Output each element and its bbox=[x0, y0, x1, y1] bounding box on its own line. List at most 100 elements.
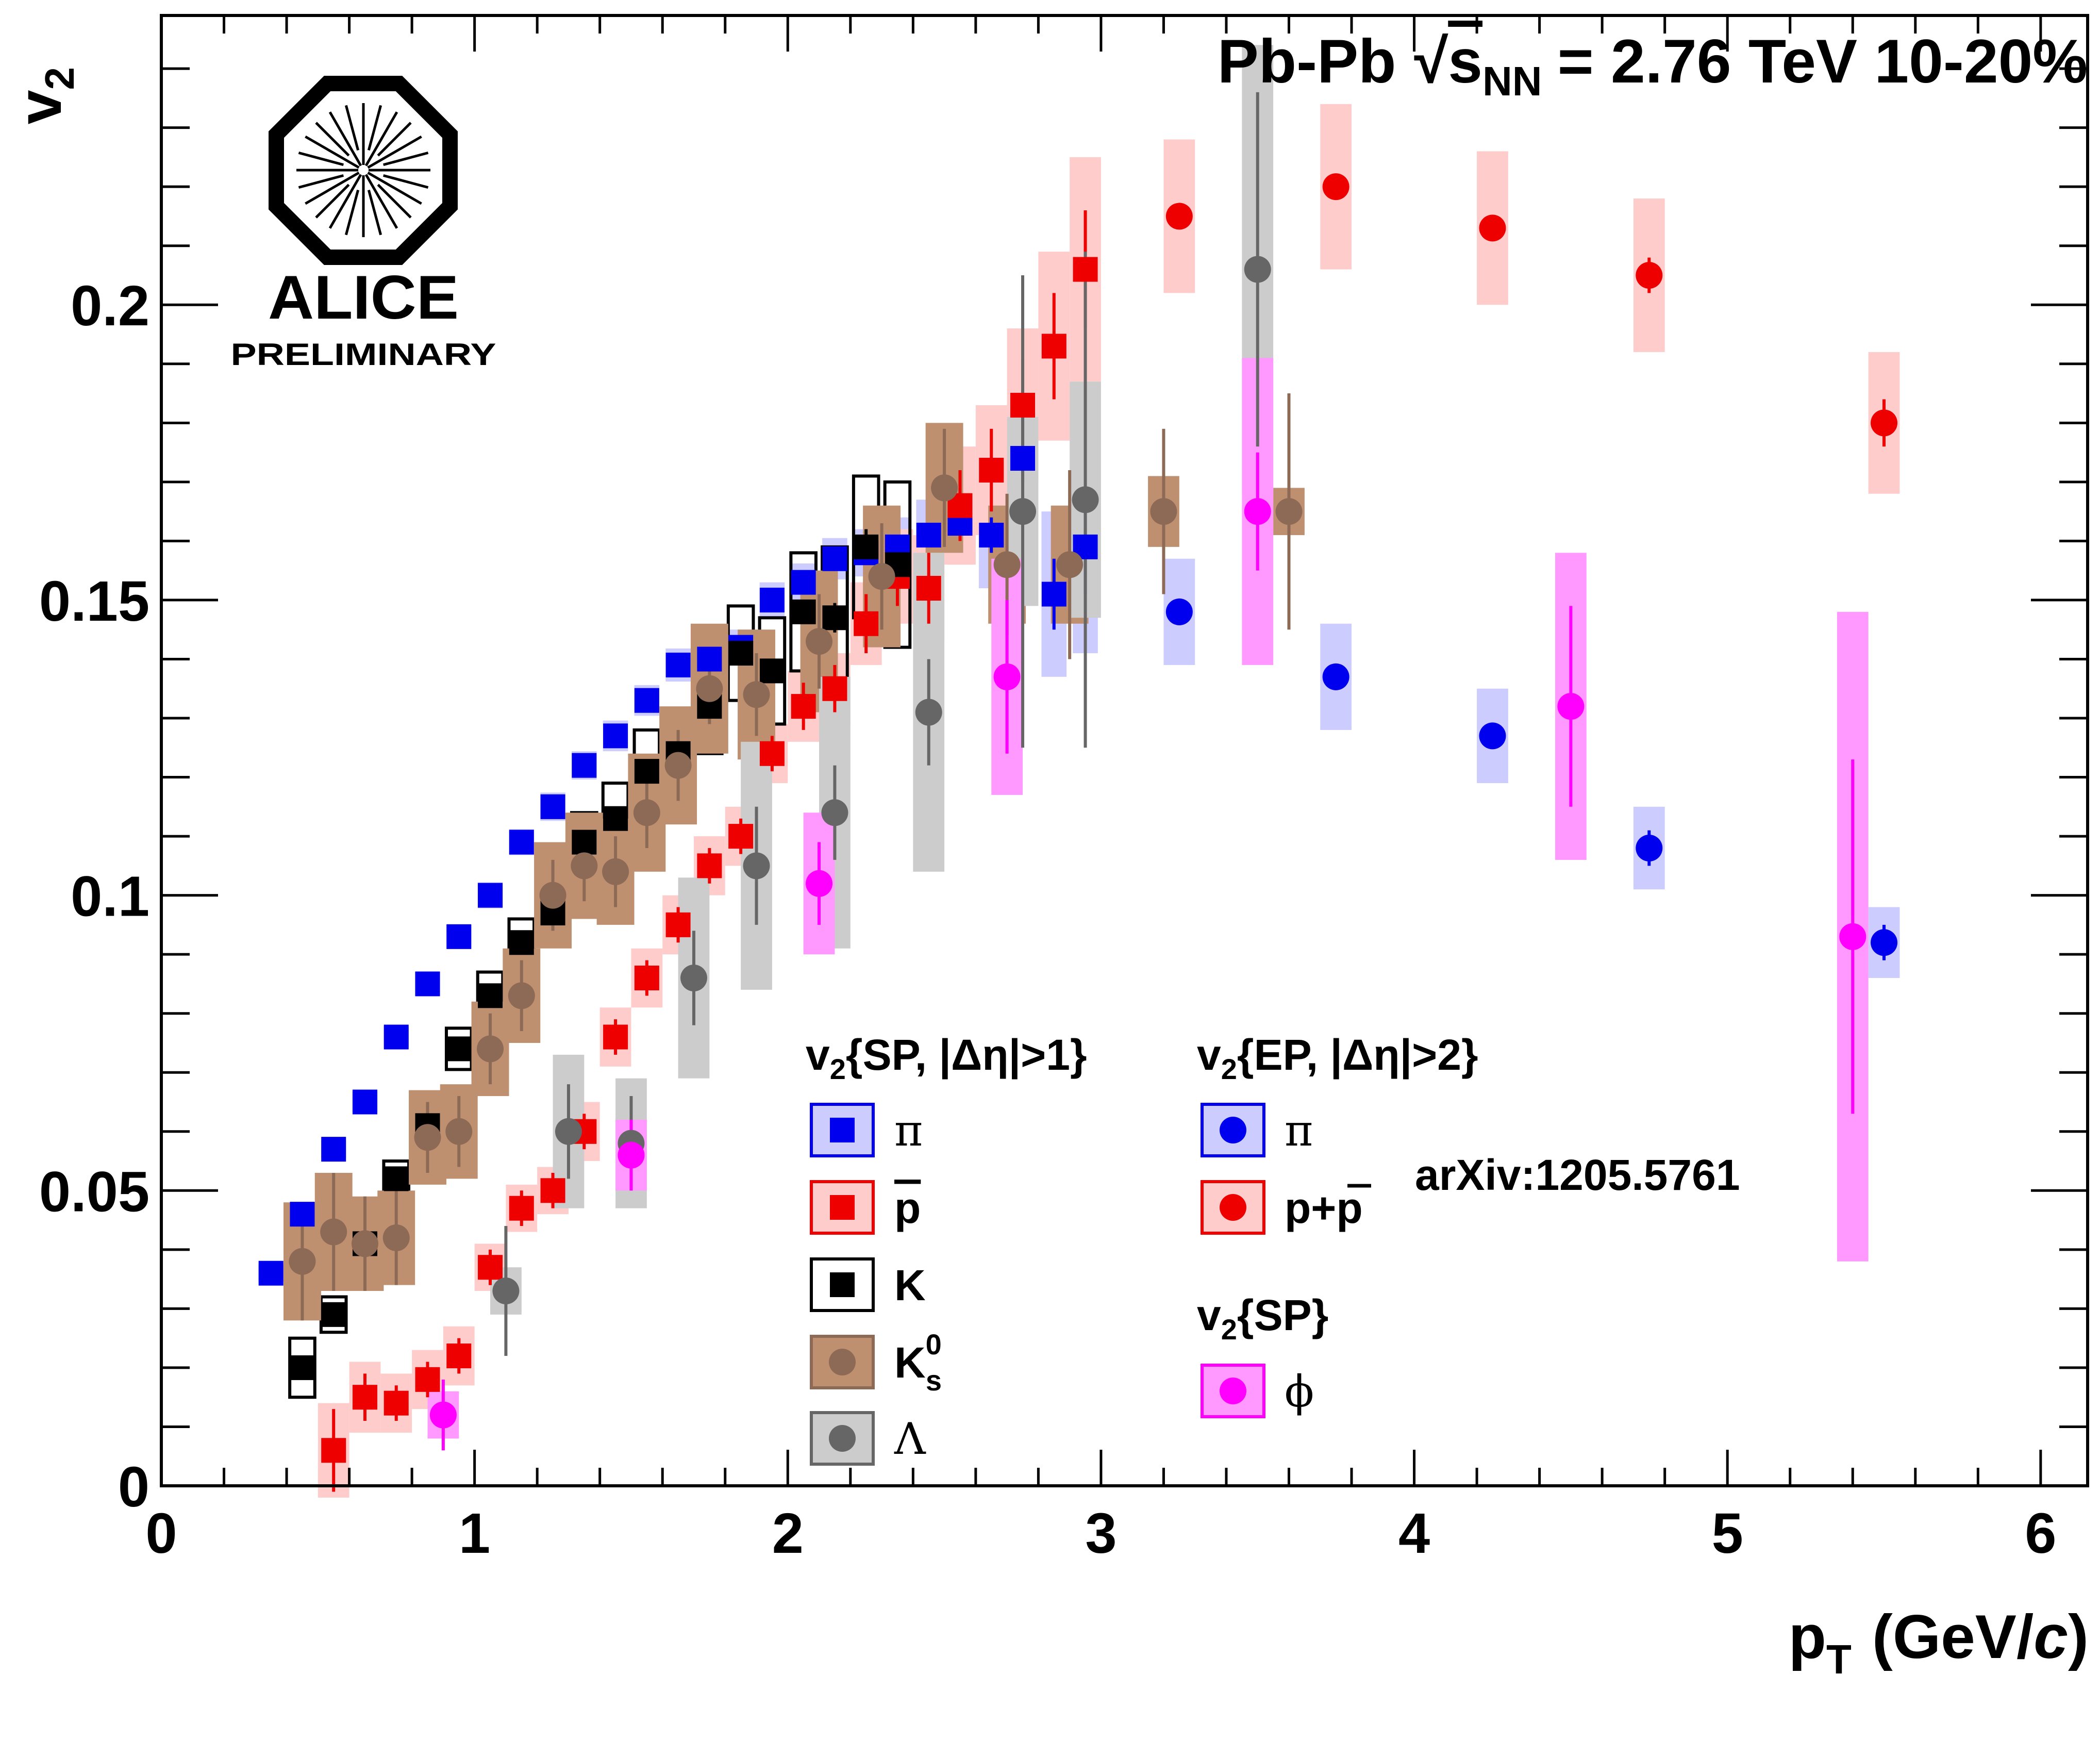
k0s_sp-point-20 bbox=[1150, 498, 1177, 525]
k0s_sp-point-17 bbox=[931, 474, 958, 502]
legend-swatch-k-sp-marker bbox=[830, 1272, 855, 1297]
legend-group-sp: v2{SP} bbox=[1197, 1291, 1328, 1346]
k_sp-point-3 bbox=[384, 1166, 409, 1191]
lambda_sp-point-8 bbox=[1072, 486, 1099, 513]
k0s_sp-point-19 bbox=[1056, 551, 1084, 578]
pi_sp-point-3 bbox=[352, 1089, 377, 1115]
k_sp-point-11 bbox=[634, 759, 659, 784]
lambda_sp-point-1 bbox=[555, 1118, 582, 1145]
x-axis-title-main: p bbox=[1789, 1602, 1826, 1671]
k0s_sp-point-3 bbox=[382, 1224, 410, 1251]
k0s_sp-point-21 bbox=[1275, 498, 1303, 525]
k_sp-point-6 bbox=[478, 983, 503, 1008]
legend-label-k0s-sp: K0 s bbox=[894, 1328, 942, 1397]
lambda_sp-point-4 bbox=[743, 852, 770, 880]
k0s_sp-point-7 bbox=[508, 982, 535, 1009]
legend-label-pi-sp: π bbox=[894, 1105, 923, 1156]
y-tick-label-0: 0 bbox=[118, 1455, 149, 1519]
pbar_sp-point-16 bbox=[822, 676, 847, 701]
title-collision: Pb-Pb bbox=[1218, 27, 1396, 96]
pbar_sp-point-19 bbox=[916, 576, 941, 601]
alice-logo-ray bbox=[364, 174, 398, 229]
k0s_sp-point-1 bbox=[320, 1218, 347, 1246]
x-tick-label-1: 1 bbox=[459, 1502, 490, 1565]
alice-logo-ray bbox=[344, 105, 360, 151]
axis-tick-labels: 0 1 2 3 4 5 6 0 0.05 0.1 0.15 0.2 bbox=[39, 274, 2057, 1565]
alice-logo-ray bbox=[382, 174, 429, 189]
phi_sp-point-6 bbox=[1839, 923, 1866, 950]
title-sqrt: √ bbox=[1414, 27, 1448, 96]
axis-ticks bbox=[160, 15, 2088, 1487]
k0s_sp-point-13 bbox=[696, 675, 723, 702]
alice-logo-ray bbox=[377, 184, 412, 219]
data-markers bbox=[258, 173, 1898, 1463]
alice-logo-ray bbox=[328, 174, 362, 229]
pi_sp-point-16 bbox=[759, 587, 785, 612]
alice-logo-ray bbox=[315, 122, 350, 157]
k_sp-point-18 bbox=[854, 534, 879, 559]
pbar_sp-point-12 bbox=[697, 853, 722, 878]
pi_sp-point-11 bbox=[603, 723, 628, 749]
x-axis-title-sub: T bbox=[1826, 1636, 1852, 1682]
pbar_sp-point-22 bbox=[1010, 392, 1036, 418]
k_sp-point-7 bbox=[509, 930, 534, 955]
legend-swatch-pp-ep-marker bbox=[1220, 1194, 1246, 1221]
lambda_sp-point-3 bbox=[680, 964, 707, 991]
k_sp-point-17 bbox=[822, 605, 847, 631]
alice-logo-ray bbox=[382, 151, 429, 167]
legend-swatch-pbar-sp-marker bbox=[830, 1195, 855, 1220]
k0s_sp-point-10 bbox=[602, 858, 629, 885]
x-tick-label-2: 2 bbox=[772, 1502, 804, 1565]
pbar_sp-point-6 bbox=[509, 1196, 534, 1221]
pbar_sp-point-23 bbox=[1041, 334, 1066, 359]
x-axis-title: pT (GeV/c) bbox=[1789, 1602, 2089, 1682]
legend-group-ep-deta2: v2{EP, |Δη|>2} bbox=[1197, 1031, 1478, 1085]
title-rest: = 2.76 TeV 10-20% bbox=[1558, 27, 2088, 96]
pi_sp-point-5 bbox=[415, 971, 440, 997]
pi_sp-point-18 bbox=[822, 546, 847, 571]
legend-label-pp-ep: p+p bbox=[1285, 1184, 1363, 1232]
pi_sp-point-1 bbox=[290, 1202, 315, 1227]
pi_sp-point-12 bbox=[634, 688, 659, 713]
legend: v2{SP, |Δη|>1} v2{EP, |Δη|>2} v2{SP} π p… bbox=[806, 1031, 1478, 1466]
alice-logo-rays bbox=[296, 103, 430, 237]
k0s_sp-point-6 bbox=[477, 1035, 504, 1063]
x-axis-title-unit: (GeV/ bbox=[1872, 1602, 2034, 1671]
k_sp-point-9 bbox=[572, 830, 597, 855]
k_sp-point-16 bbox=[791, 599, 816, 624]
legend-swatch-pi-ep-marker bbox=[1220, 1117, 1246, 1143]
k0s_sp-point-2 bbox=[351, 1230, 378, 1257]
k0s_sp-point-8 bbox=[539, 882, 566, 909]
pp_ep-point-2 bbox=[1479, 214, 1506, 242]
pi_ep-point-0 bbox=[1165, 598, 1193, 625]
lambda_sp-point-9 bbox=[1244, 256, 1271, 283]
alice-logo-ray bbox=[328, 111, 362, 167]
y-tick-label-0.1: 0.1 bbox=[71, 865, 149, 928]
legend-label-k0s-sup: 0 bbox=[926, 1328, 942, 1361]
alice-logo-ray bbox=[367, 171, 422, 205]
phi_sp-point-2 bbox=[806, 870, 833, 897]
phi_sp-point-5 bbox=[1557, 693, 1585, 720]
y-axis-title: v2 bbox=[5, 67, 82, 124]
pi_sp-point-4 bbox=[384, 1024, 409, 1050]
pi_sp-point-7 bbox=[478, 883, 503, 908]
x-tick-label-0: 0 bbox=[145, 1502, 177, 1565]
legend-group-ep-deta2-v: v bbox=[1197, 1031, 1221, 1079]
arxiv-annotation: arXiv:1205.5761 bbox=[1415, 1151, 1740, 1199]
pi_sp-point-25 bbox=[1041, 582, 1066, 607]
y-tick-label-0.15: 0.15 bbox=[39, 570, 149, 633]
x-tick-label-4: 4 bbox=[1398, 1502, 1430, 1565]
k_sp-sys-box-1 bbox=[319, 1295, 348, 1334]
legend-swatches bbox=[810, 1103, 1265, 1466]
pi_sp-point-21 bbox=[916, 522, 941, 548]
pp_ep-point-1 bbox=[1322, 173, 1349, 201]
pbar_sp-point-2 bbox=[384, 1390, 409, 1416]
pbar_sp-point-21 bbox=[979, 457, 1004, 483]
k0s_sp-point-0 bbox=[289, 1248, 316, 1275]
pi_ep-point-2 bbox=[1479, 722, 1506, 750]
chart-title: Pb-Pb √sNN = 2.76 TeV 10-20% bbox=[1218, 27, 2088, 104]
pbar_sp-point-14 bbox=[759, 741, 785, 766]
phi_sp-point-0 bbox=[429, 1401, 457, 1429]
pbar_sp-point-24 bbox=[1073, 257, 1098, 282]
k_sp-point-5 bbox=[446, 1036, 472, 1062]
